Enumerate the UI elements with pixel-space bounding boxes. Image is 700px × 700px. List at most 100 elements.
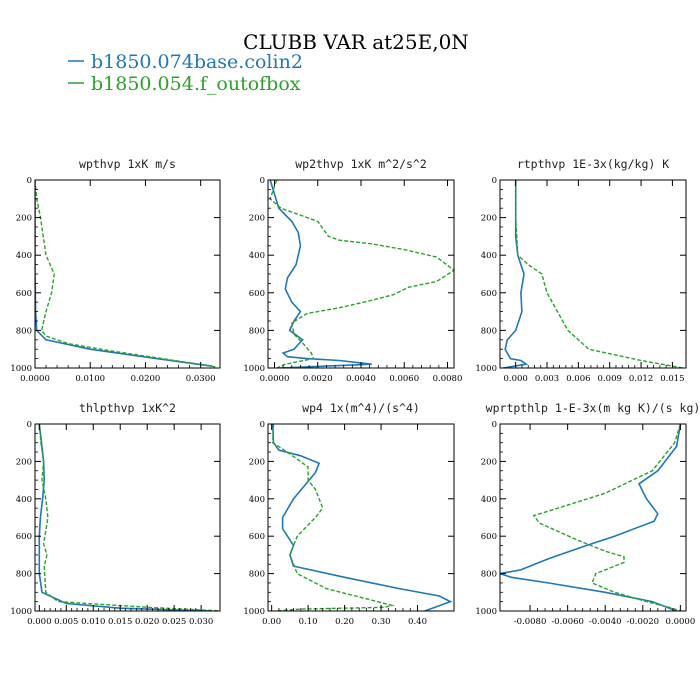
y-tick-label: 600 xyxy=(481,289,497,299)
y-tick-label: 200 xyxy=(249,214,265,224)
x-tick-label: 0.0000 xyxy=(260,374,290,384)
legend: b1850.074base.colin2 b1850.054.f_outofbo… xyxy=(68,51,303,95)
x-tick-label: 0.009 xyxy=(598,374,622,384)
x-tick-label: 0.005 xyxy=(54,617,78,627)
x-tick-label: 0.10 xyxy=(299,617,318,627)
panel-5: wp4 1x(m^4)/(s^4) 0.00 0.10 0.20 0.30 0.40 0 20… xyxy=(243,401,455,627)
panels: wpthvp 1xK m/s0.0000 0.0100 0.0200 0.030002… xyxy=(10,157,700,627)
plot-frame xyxy=(34,179,221,369)
series-outofbox-line xyxy=(38,424,220,611)
figure-title: CLUBB VAR at25E,0N xyxy=(243,30,469,54)
x-tick-label: -0.0060 xyxy=(551,617,584,627)
y-tick-label: 400 xyxy=(16,495,32,505)
x-tick-label: 0.015 xyxy=(108,617,132,627)
series-outofbox-line xyxy=(271,424,395,611)
x-tick-label: 0.0000 xyxy=(665,617,695,627)
y-tick-label: 200 xyxy=(16,457,32,467)
x-tick-label: 0.030 xyxy=(189,617,213,627)
x-tick-label: -0.0080 xyxy=(514,617,547,627)
panel-title: wp4 1x(m^4)/(s^4) xyxy=(302,401,420,415)
y-tick-label: 800 xyxy=(16,326,32,336)
y-tick-label: 1000 xyxy=(10,364,32,374)
x-tick-label: 0.0020 xyxy=(303,374,333,384)
y-tick-label: 0 xyxy=(492,420,497,430)
y-tick-label: 0 xyxy=(27,176,32,186)
series-base-line xyxy=(38,424,212,611)
series-base-line xyxy=(35,180,212,367)
panel-1: wpthvp 1xK m/s 0.0000 0.0100 0.0200 0.0300 0 2… xyxy=(10,157,221,384)
y-tick-label: 0 xyxy=(260,420,265,430)
panel-4: thlpthvp 1xK^20.000 0.005 0.010 0.015 0.020 0… xyxy=(10,401,221,627)
y-tick-label: 800 xyxy=(16,570,32,580)
x-tick-label: 0.006 xyxy=(566,374,590,384)
x-tick-label: 0.0100 xyxy=(75,374,105,384)
panel-3: rtpthvp 1E-3x(kg/kg) K 0.000 0.003 0.006 0.0… xyxy=(475,157,687,384)
y-tick-label: 1000 xyxy=(475,364,497,374)
x-tick-label: 0.025 xyxy=(162,617,186,627)
y-tick-label: 400 xyxy=(16,251,32,261)
x-tick-label: 0.012 xyxy=(629,374,653,384)
x-tick-label: 0.0060 xyxy=(389,374,419,384)
y-tick-label: 1000 xyxy=(475,607,497,617)
panel-2: wp2thvp 1xK m^2/s^2 0.0000 0.0020 0.0040 0.0… xyxy=(243,157,462,384)
y-tick-label: 400 xyxy=(481,251,497,261)
plot-frame xyxy=(499,179,687,369)
y-tick-label: 200 xyxy=(16,214,32,224)
y-tick-label: 200 xyxy=(481,214,497,224)
y-tick-label: 200 xyxy=(481,457,497,467)
plot-frame xyxy=(499,423,687,612)
y-tick-label: 1000 xyxy=(243,364,265,374)
plot-frame xyxy=(267,179,455,369)
legend-label-base: b1850.074base.colin2 xyxy=(91,51,303,73)
y-tick-label: 400 xyxy=(481,495,497,505)
y-tick-label: 0 xyxy=(260,176,265,186)
y-tick-label: 600 xyxy=(249,289,265,299)
x-tick-label: 0.015 xyxy=(660,374,684,384)
x-tick-label: 0.000 xyxy=(27,617,51,627)
panel-title: rtpthvp 1E-3x(kg/kg) K xyxy=(517,157,669,171)
panel-title: wprtpthlp 1-E-3x(m kg K)/(s kg) xyxy=(486,401,700,415)
plot-frame xyxy=(267,423,455,612)
x-tick-label: 0.20 xyxy=(335,617,354,627)
y-tick-label: 600 xyxy=(249,532,265,542)
x-tick-label: -0.0040 xyxy=(589,617,622,627)
y-tick-label: 600 xyxy=(16,532,32,542)
y-tick-label: 400 xyxy=(249,495,265,505)
y-tick-label: 800 xyxy=(481,326,497,336)
y-tick-label: 800 xyxy=(481,570,497,580)
y-tick-label: 1000 xyxy=(10,607,32,617)
series-outofbox-line xyxy=(35,180,218,368)
legend-label-outofbox: b1850.054.f_outofbox xyxy=(91,73,301,95)
x-tick-label: 0.0000 xyxy=(20,374,50,384)
series-base-line xyxy=(502,180,529,368)
series-base-line xyxy=(269,180,372,368)
x-tick-label: 0.0300 xyxy=(186,374,216,384)
y-tick-label: 800 xyxy=(249,570,265,580)
x-tick-label: -0.0020 xyxy=(626,617,659,627)
series-base-line xyxy=(500,424,682,611)
x-tick-label: 0.30 xyxy=(372,617,391,627)
series-outofbox-line xyxy=(532,424,682,611)
x-tick-label: 0.0080 xyxy=(433,374,463,384)
y-tick-label: 0 xyxy=(492,176,497,186)
x-tick-label: 0.000 xyxy=(504,374,528,384)
panel-6: wprtpthlp 1-E-3x(m kg K)/(s kg) -0.0080 -0… xyxy=(475,401,700,627)
y-tick-label: 800 xyxy=(249,326,265,336)
y-tick-label: 200 xyxy=(249,457,265,467)
panel-title: wpthvp 1xK m/s xyxy=(79,157,176,171)
x-tick-label: 0.010 xyxy=(81,617,105,627)
x-tick-label: 0.020 xyxy=(135,617,159,627)
x-tick-label: 0.003 xyxy=(535,374,559,384)
x-tick-label: 0.0200 xyxy=(131,374,161,384)
x-tick-label: 0.00 xyxy=(262,617,281,627)
series-outofbox-line xyxy=(269,180,454,368)
y-tick-label: 600 xyxy=(481,532,497,542)
x-tick-label: 0.40 xyxy=(408,617,427,627)
panel-title: wp2thvp 1xK m^2/s^2 xyxy=(295,157,427,171)
x-tick-label: 0.0040 xyxy=(346,374,376,384)
panel-title: thlpthvp 1xK^2 xyxy=(79,401,176,415)
y-tick-label: 0 xyxy=(27,420,32,430)
y-tick-label: 600 xyxy=(16,289,32,299)
plot-frame xyxy=(34,423,221,612)
